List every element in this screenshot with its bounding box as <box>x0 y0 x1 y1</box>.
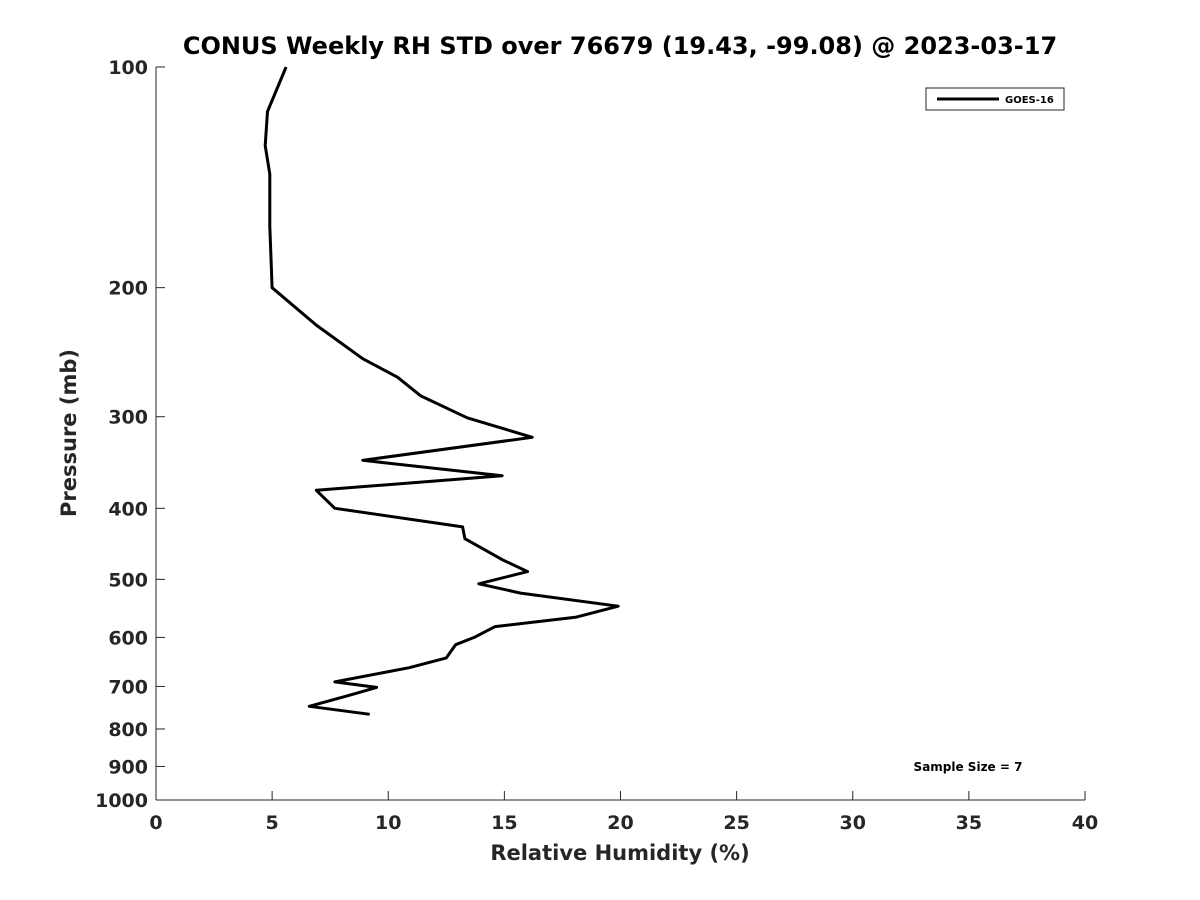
x-tick-label: 40 <box>1072 812 1098 834</box>
x-ticks: 0 5 10 15 20 25 30 35 40 <box>149 791 1098 834</box>
y-tick-label: 800 <box>108 719 148 741</box>
x-tick-label: 35 <box>956 812 982 834</box>
sample-size-annotation: Sample Size = 7 <box>914 760 1023 774</box>
y-tick-label: 600 <box>108 627 148 649</box>
y-tick-label: 500 <box>108 569 148 591</box>
x-axis-label: Relative Humidity (%) <box>490 841 749 865</box>
y-tick-label: 200 <box>108 278 148 300</box>
legend-label-goes-16: GOES-16 <box>1005 95 1054 106</box>
x-tick-label: 30 <box>840 812 866 834</box>
series-line-goes-16 <box>263 66 620 716</box>
y-axis-label: Pressure (mb) <box>57 349 81 517</box>
x-tick-label: 10 <box>375 812 401 834</box>
x-tick-label: 5 <box>266 812 279 834</box>
y-tick-label: 1000 <box>95 790 148 812</box>
y-tick-label: 900 <box>108 756 148 778</box>
x-tick-label: 25 <box>723 812 749 834</box>
x-tick-label: 20 <box>607 812 633 834</box>
chart-title: CONUS Weekly RH STD over 76679 (19.43, -… <box>183 32 1057 60</box>
x-tick-label: 15 <box>491 812 517 834</box>
y-tick-label: 300 <box>108 407 148 429</box>
legend: GOES-16 <box>925 87 1065 111</box>
y-tick-label: 400 <box>108 498 148 520</box>
series-group <box>263 66 620 716</box>
y-ticks: 100 200 300 400 500 600 700 800 900 1000 <box>95 57 165 812</box>
y-tick-label: 100 <box>108 57 148 79</box>
x-tick-label: 0 <box>149 812 162 834</box>
y-tick-label: 700 <box>108 676 148 698</box>
